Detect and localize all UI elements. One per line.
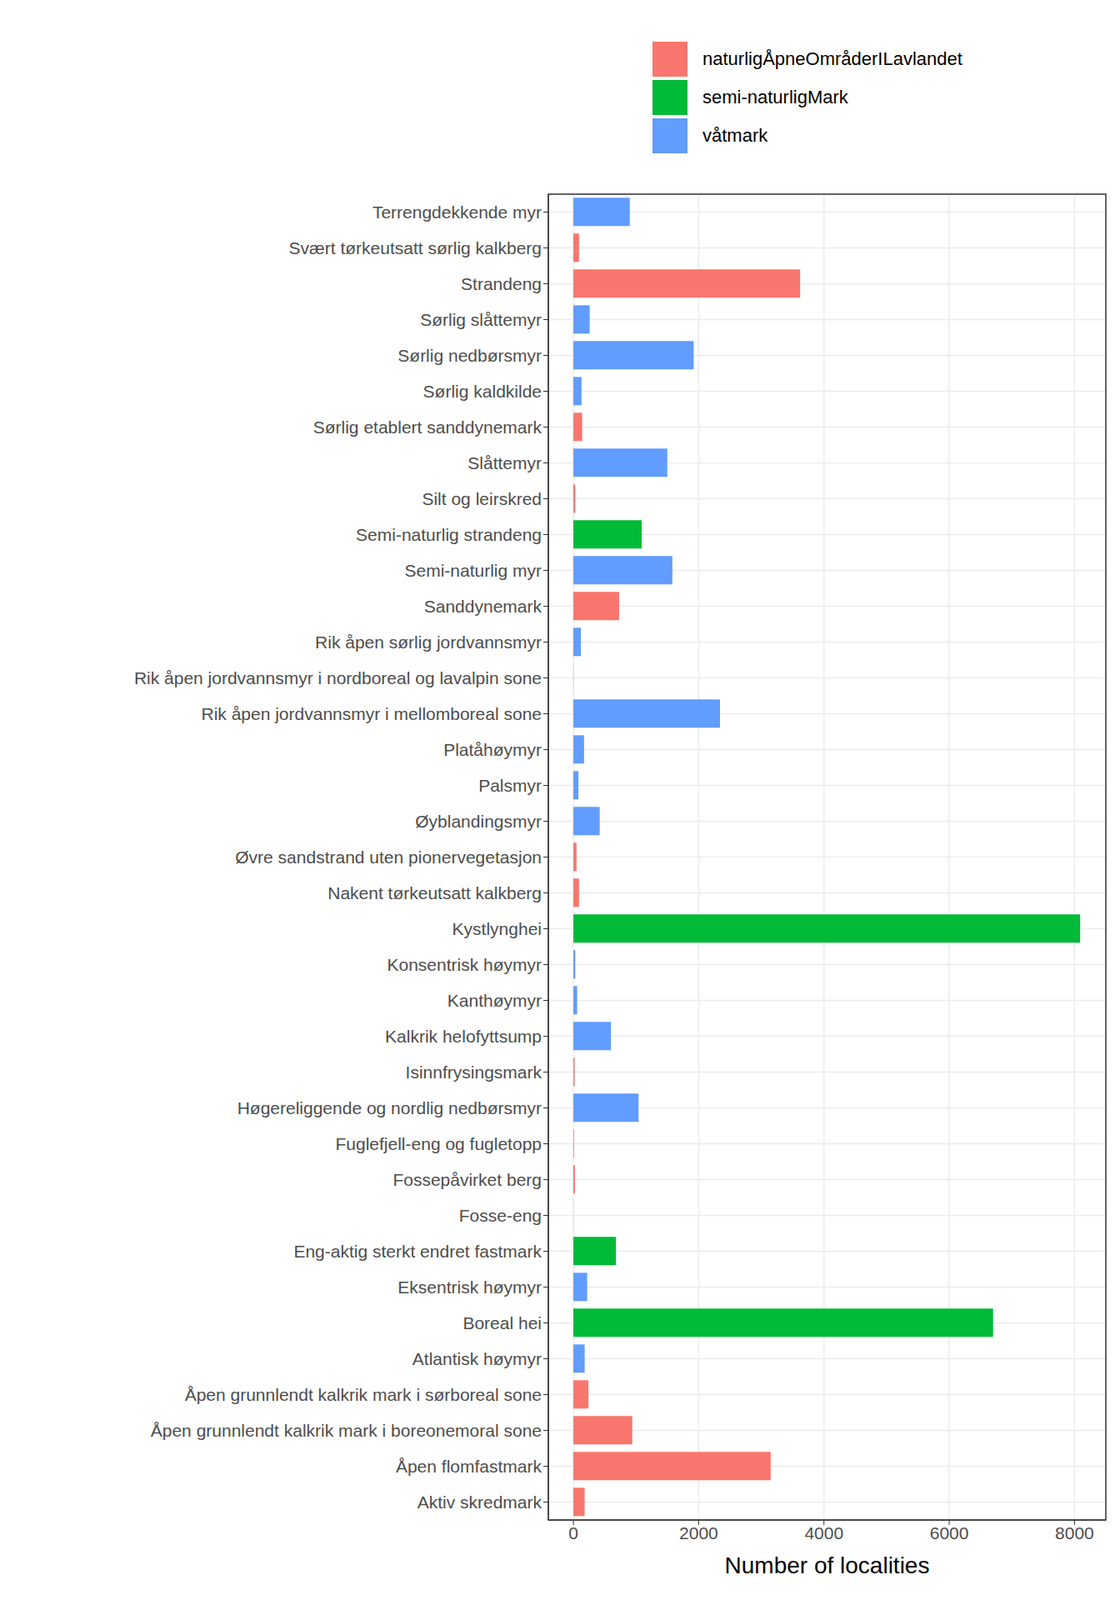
svg-text:Sørlig kaldkilde: Sørlig kaldkilde bbox=[423, 381, 542, 401]
svg-text:Number of localities: Number of localities bbox=[725, 1552, 930, 1579]
svg-text:Åpen grunnlendt kalkrik mark i: Åpen grunnlendt kalkrik mark i boreonemo… bbox=[150, 1420, 542, 1440]
svg-text:Konsentrisk høymyr: Konsentrisk høymyr bbox=[386, 955, 542, 975]
svg-text:0: 0 bbox=[568, 1523, 579, 1543]
svg-text:Sørlig slåttemyr: Sørlig slåttemyr bbox=[420, 310, 542, 330]
svg-text:Eng-aktig sterkt endret fastma: Eng-aktig sterkt endret fastmark bbox=[293, 1241, 542, 1261]
svg-text:Rik åpen jordvannsmyr i nordbo: Rik åpen jordvannsmyr i nordboreal og la… bbox=[134, 668, 542, 688]
svg-text:Fossepåvirket berg: Fossepåvirket berg bbox=[392, 1170, 542, 1190]
svg-text:Slåttemyr: Slåttemyr bbox=[467, 453, 542, 473]
svg-text:Kalkrik helofyttsump: Kalkrik helofyttsump bbox=[385, 1026, 542, 1046]
svg-text:Fuglefjell-eng og fugletopp: Fuglefjell-eng og fugletopp bbox=[335, 1134, 542, 1154]
svg-text:Silt og leirskred: Silt og leirskred bbox=[421, 489, 542, 509]
svg-text:Høgereliggende og nordlig nedb: Høgereliggende og nordlig nedbørsmyr bbox=[237, 1098, 542, 1118]
svg-text:Kystlynghei: Kystlynghei bbox=[452, 919, 542, 939]
html-text:naturligÅpneOmråderILavlandet: naturligÅpneOmråderILavlandet bbox=[702, 48, 963, 70]
svg-text:Aktiv skredmark: Aktiv skredmark bbox=[417, 1492, 543, 1512]
svg-text:Strandeng: Strandeng bbox=[460, 274, 542, 294]
svg-text:Øyblandingsmyr: Øyblandingsmyr bbox=[415, 811, 542, 831]
html-text:våtmark: våtmark bbox=[702, 125, 768, 146]
svg-text:Sørlig nedbørsmyr: Sørlig nedbørsmyr bbox=[397, 345, 542, 365]
svg-text:Svært tørkeutsatt sørlig kalkb: Svært tørkeutsatt sørlig kalkberg bbox=[289, 238, 542, 258]
svg-text:2000: 2000 bbox=[679, 1523, 719, 1543]
svg-text:Sørlig etablert sanddynemark: Sørlig etablert sanddynemark bbox=[313, 417, 543, 437]
svg-text:4000: 4000 bbox=[804, 1523, 844, 1543]
svg-text:Isinnfrysingsmark: Isinnfrysingsmark bbox=[405, 1062, 543, 1082]
svg-text:Semi-naturlig strandeng: Semi-naturlig strandeng bbox=[355, 525, 542, 545]
svg-text:Rik åpen sørlig jordvannsmyr: Rik åpen sørlig jordvannsmyr bbox=[315, 632, 542, 652]
svg-text:Eksentrisk høymyr: Eksentrisk høymyr bbox=[397, 1277, 542, 1297]
html-text:semi-naturligMark: semi-naturligMark bbox=[702, 86, 849, 108]
svg-text:Palsmyr: Palsmyr bbox=[478, 775, 542, 795]
svg-text:Åpen flomfastmark: Åpen flomfastmark bbox=[395, 1456, 543, 1476]
svg-text:Platåhøymyr: Platåhøymyr bbox=[443, 740, 542, 760]
svg-text:Atlantisk høymyr: Atlantisk høymyr bbox=[412, 1349, 542, 1369]
svg-text:6000: 6000 bbox=[930, 1523, 970, 1543]
svg-text:Boreal hei: Boreal hei bbox=[462, 1313, 542, 1333]
svg-text:Åpen grunnlendt kalkrik mark i: Åpen grunnlendt kalkrik mark i sørboreal… bbox=[185, 1385, 542, 1405]
svg-text:Kanthøymyr: Kanthøymyr bbox=[447, 990, 542, 1010]
svg-text:Øvre sandstrand uten pionerveg: Øvre sandstrand uten pionervegetasjon bbox=[235, 847, 542, 867]
svg-text:8000: 8000 bbox=[1055, 1523, 1095, 1543]
svg-text:Fosse-eng: Fosse-eng bbox=[459, 1205, 542, 1225]
svg-text:Rik åpen jordvannsmyr i mellom: Rik åpen jordvannsmyr i mellomboreal son… bbox=[200, 704, 542, 724]
svg-text:Terrengdekkende myr: Terrengdekkende myr bbox=[372, 202, 542, 222]
svg-text:Sanddynemark: Sanddynemark bbox=[424, 596, 543, 616]
svg-text:Semi-naturlig myr: Semi-naturlig myr bbox=[404, 560, 542, 580]
svg-text:Nakent tørkeutsatt kalkberg: Nakent tørkeutsatt kalkberg bbox=[327, 883, 542, 903]
